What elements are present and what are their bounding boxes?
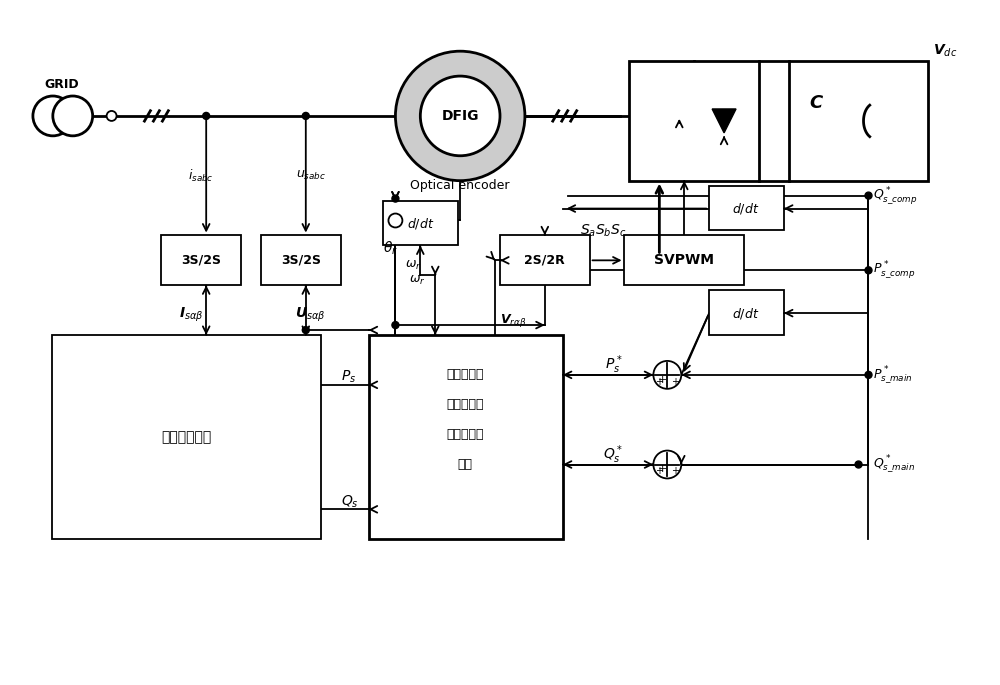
Text: 制器: 制器: [458, 458, 473, 471]
Text: Optical encoder: Optical encoder: [410, 179, 510, 192]
Circle shape: [865, 267, 872, 274]
Text: $\omega_r$: $\omega_r$: [409, 274, 425, 287]
Text: +: +: [671, 466, 679, 477]
Text: 实时功率计算: 实时功率计算: [161, 431, 211, 445]
Circle shape: [302, 112, 309, 119]
Text: 电机反推控: 电机反推控: [446, 428, 484, 441]
Text: $S_a S_b S_c$: $S_a S_b S_c$: [580, 222, 626, 238]
Text: +: +: [671, 377, 679, 387]
Text: $Q_s$: $Q_s$: [341, 493, 358, 510]
Text: $\boldsymbol{C}$: $\boldsymbol{C}$: [809, 94, 824, 112]
Text: $u_{sabc}$: $u_{sabc}$: [296, 169, 326, 182]
Text: $P^*_s$: $P^*_s$: [605, 353, 622, 376]
Text: $\omega_r$: $\omega_r$: [405, 259, 422, 272]
Text: $d/dt$: $d/dt$: [732, 201, 760, 216]
Text: SVPWM: SVPWM: [654, 253, 714, 267]
Circle shape: [653, 451, 681, 478]
Circle shape: [107, 111, 117, 121]
Circle shape: [33, 96, 73, 136]
Bar: [789, 61, 928, 181]
Text: +: +: [657, 464, 667, 475]
Circle shape: [392, 321, 399, 329]
Text: $P^*_{s\_comp}$: $P^*_{s\_comp}$: [873, 260, 916, 282]
Text: 3S/2S: 3S/2S: [181, 254, 221, 267]
Text: $Q^*_s$: $Q^*_s$: [603, 443, 624, 466]
Text: $\boldsymbol{U}_{s\alpha\beta}$: $\boldsymbol{U}_{s\alpha\beta}$: [295, 306, 326, 324]
Circle shape: [653, 361, 681, 389]
Text: $P^*_{s\_main}$: $P^*_{s\_main}$: [873, 364, 913, 386]
Circle shape: [865, 371, 872, 378]
Circle shape: [388, 214, 402, 227]
Text: $d/dt$: $d/dt$: [732, 306, 760, 321]
Text: $Q^*_{s\_main}$: $Q^*_{s\_main}$: [873, 453, 916, 475]
Bar: [383, 201, 458, 245]
Text: $\boldsymbol{I}_{s\alpha\beta}$: $\boldsymbol{I}_{s\alpha\beta}$: [179, 306, 204, 324]
Text: 2S/2R: 2S/2R: [524, 254, 565, 267]
Circle shape: [420, 76, 500, 155]
Bar: [52, 335, 321, 539]
Text: 畸变电网下: 畸变电网下: [446, 369, 484, 382]
Text: GRID: GRID: [44, 77, 79, 90]
Bar: [629, 61, 759, 181]
Text: DFIG: DFIG: [441, 109, 479, 123]
Circle shape: [392, 195, 399, 202]
Circle shape: [53, 96, 93, 136]
Text: +: +: [655, 377, 663, 387]
Circle shape: [395, 51, 525, 181]
Text: $Q^*_{s\_comp}$: $Q^*_{s\_comp}$: [873, 184, 918, 207]
Circle shape: [855, 461, 862, 468]
Bar: [369, 335, 563, 539]
Bar: [624, 236, 744, 285]
Text: $\boldsymbol{V}_{r\alpha\beta}$: $\boldsymbol{V}_{r\alpha\beta}$: [500, 312, 526, 329]
Text: +: +: [655, 466, 663, 477]
Bar: [500, 236, 590, 285]
Text: $\boldsymbol{V}_{dc}$: $\boldsymbol{V}_{dc}$: [933, 43, 958, 60]
Text: $d/dt$: $d/dt$: [407, 216, 434, 231]
Circle shape: [302, 327, 309, 334]
Text: $i_{sabc}$: $i_{sabc}$: [188, 168, 214, 184]
Bar: [709, 186, 784, 230]
Polygon shape: [712, 109, 736, 133]
Bar: [709, 290, 784, 335]
Bar: [161, 236, 241, 285]
Text: $\theta_r$: $\theta_r$: [383, 240, 398, 257]
Text: 双馈风力发: 双馈风力发: [446, 398, 484, 411]
Text: $P_s$: $P_s$: [341, 369, 356, 385]
Circle shape: [865, 192, 872, 199]
Circle shape: [203, 112, 210, 119]
Bar: [261, 236, 341, 285]
Text: 3S/2S: 3S/2S: [281, 254, 321, 267]
Text: +: +: [657, 375, 667, 385]
